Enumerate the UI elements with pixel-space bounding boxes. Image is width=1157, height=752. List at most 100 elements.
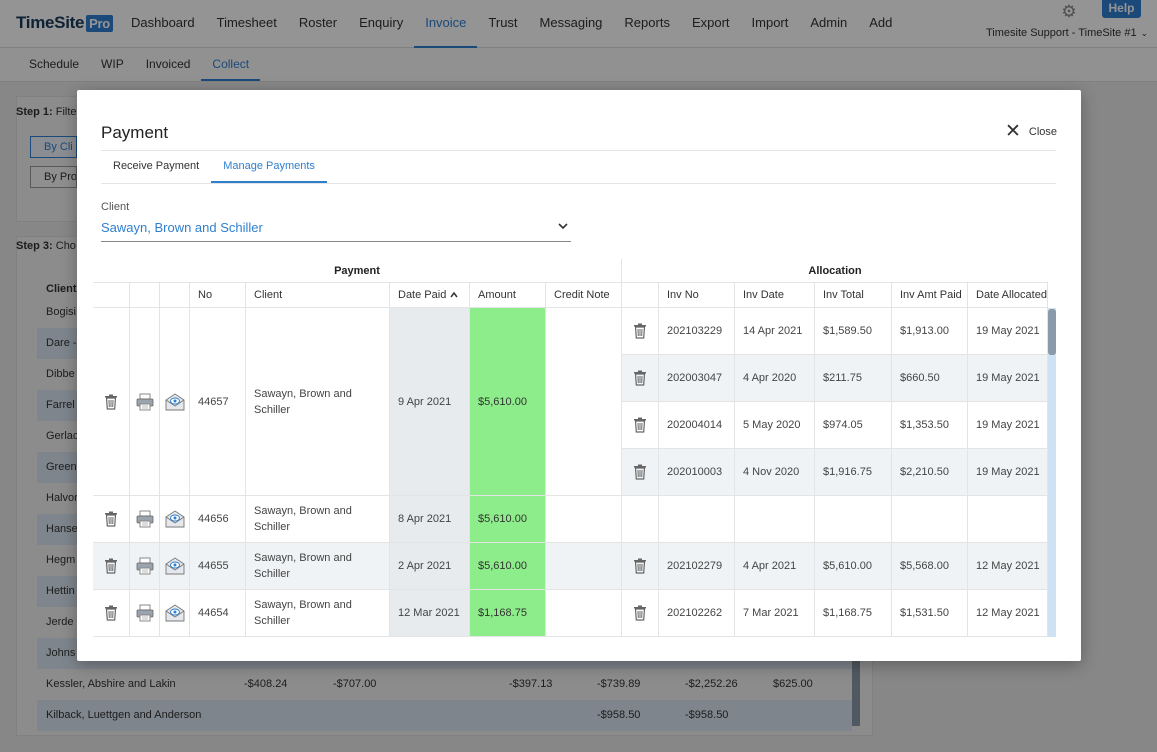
allocation-date-allocated: 19 May 2021 <box>968 402 1048 449</box>
email-payment-button[interactable] <box>160 496 190 543</box>
background-scrollbar[interactable] <box>852 660 860 726</box>
allocation-inv-total: $211.75 <box>815 355 892 402</box>
client-name: Hettin <box>46 585 75 597</box>
delete-payment-button[interactable] <box>93 590 130 637</box>
email-payment-button[interactable] <box>160 590 190 637</box>
email-payment-icon <box>165 392 184 410</box>
delete-payment-button[interactable] <box>93 308 130 496</box>
table-row[interactable]: Dibbe <box>37 359 852 390</box>
email-payment-button[interactable] <box>160 543 190 590</box>
column-header-client[interactable]: Client <box>246 283 390 308</box>
print-payment-button[interactable] <box>130 543 160 590</box>
column-header-date-allocated[interactable]: Date Allocated <box>968 283 1048 308</box>
delete-allocation-button[interactable] <box>622 355 659 402</box>
delete-allocation-button[interactable] <box>622 543 659 590</box>
email-payment-button[interactable] <box>160 308 190 496</box>
allocation-inv-total-text: $974.05 <box>823 419 863 431</box>
cell-value: -$2,252.26 <box>685 678 738 690</box>
table-row[interactable]: Hegm <box>37 545 852 576</box>
table-scrollbar-track[interactable] <box>1048 308 1056 637</box>
allocation-inv-date-text: 4 Nov 2020 <box>743 466 800 478</box>
table-row[interactable]: Kilback, Luettgen and Anderson -$958.50 … <box>37 700 852 731</box>
subnav-item-schedule[interactable]: Schedule <box>29 57 80 71</box>
column-header-inv-amt-paid[interactable]: Inv Amt Paid <box>892 283 968 308</box>
gear-icon[interactable]: ⚙ <box>1061 2 1077 21</box>
subnav-item-wip[interactable]: WIP <box>101 57 124 71</box>
allocation-inv-amt-paid: $660.50 <box>892 355 968 402</box>
print-payment-button[interactable] <box>130 590 160 637</box>
app-logo[interactable]: TimeSite Pro <box>16 13 113 33</box>
cell-value: -$739.89 <box>597 678 641 690</box>
column-header-amount[interactable]: Amount <box>470 283 546 308</box>
print-payment-icon <box>136 604 153 622</box>
table-row[interactable]: Kessler, Abshire and Lakin -$408.24 -$70… <box>37 669 852 700</box>
delete-payment-button[interactable] <box>93 496 130 543</box>
close-button[interactable]: ✕ Close <box>1005 121 1057 142</box>
payment-client-text: Sawayn, Brown and Schiller <box>254 505 352 533</box>
column-header-date-paid[interactable]: Date Paid <box>390 283 470 308</box>
column-header-no[interactable]: No <box>190 283 246 308</box>
allocation-date-allocated: 19 May 2021 <box>968 355 1048 402</box>
nav-item-invoice[interactable]: Invoice <box>414 0 478 48</box>
subnav-item-collect[interactable]: Collect <box>201 48 261 81</box>
allocation-inv-date-text: 4 Apr 2020 <box>743 372 797 384</box>
cell-value: -$408.24 <box>244 678 288 690</box>
table-row[interactable]: Gerlac <box>37 421 852 452</box>
table-row[interactable]: Jerde <box>37 607 852 638</box>
nav-item-import[interactable]: Import <box>751 15 789 30</box>
allocation-date-allocated-text: 19 May 2021 <box>976 419 1040 431</box>
table-row[interactable]: Bogisi <box>37 297 852 328</box>
delete-allocation-button[interactable] <box>622 449 659 496</box>
subnav-item-invoiced[interactable]: Invoiced <box>145 57 191 71</box>
table-scrollbar-thumb[interactable] <box>1048 309 1056 355</box>
nav-item-export[interactable]: Export <box>691 15 730 30</box>
column-header-inv-total[interactable]: Inv Total <box>815 283 892 308</box>
payment-no-text: 44655 <box>198 560 229 572</box>
user-menu[interactable]: Timesite Support - TimeSite #1 ⌄ <box>986 27 1148 39</box>
client-name: Kessler, Abshire and Lakin <box>46 678 176 690</box>
tab-receive-payment[interactable]: Receive Payment <box>113 160 200 172</box>
nav-item-dashboard[interactable]: Dashboard <box>131 15 195 30</box>
cell-value: $625.00 <box>773 678 813 690</box>
nav-item-timesheet[interactable]: Timesheet <box>216 15 277 30</box>
nav-item-enquiry[interactable]: Enquiry <box>359 15 404 30</box>
allocation-inv-date: 5 May 2020 <box>735 402 815 449</box>
print-payment-icon <box>136 557 153 575</box>
delete-allocation-button[interactable] <box>622 590 659 637</box>
nav-item-messaging[interactable]: Messaging <box>539 15 603 30</box>
delete-allocation-icon <box>634 558 646 574</box>
delete-payment-button[interactable] <box>93 543 130 590</box>
column-header-inv-date[interactable]: Inv Date <box>735 283 815 308</box>
allocation-inv-date: 4 Apr 2021 <box>735 543 815 590</box>
payment-client: Sawayn, Brown and Schiller <box>246 496 390 543</box>
delete-allocation-button[interactable] <box>622 402 659 449</box>
tab-manage-payments[interactable]: Manage Payments <box>211 151 327 183</box>
nav-item-reports[interactable]: Reports <box>624 15 670 30</box>
nav-item-add[interactable]: Add <box>869 15 893 30</box>
allocation-inv-no-text: 202003047 <box>667 372 723 384</box>
payment-client: Sawayn, Brown and Schiller <box>246 543 390 590</box>
by-client-button[interactable]: By Cli <box>30 136 77 158</box>
nav-item-trust[interactable]: Trust <box>488 15 518 30</box>
close-icon: ✕ <box>1005 121 1021 142</box>
allocation-date-allocated-text: 19 May 2021 <box>976 325 1040 337</box>
column-header-inv-no[interactable]: Inv No <box>659 283 735 308</box>
delete-allocation-icon <box>634 464 646 480</box>
print-payment-icon <box>136 393 153 410</box>
table-row[interactable]: Halvor <box>37 483 852 514</box>
client-select[interactable]: Sawayn, Brown and Schiller <box>101 218 571 242</box>
column-header-credit-note[interactable]: Credit Note <box>546 283 622 308</box>
payment-no: 44657 <box>190 308 246 496</box>
help-button[interactable]: Help <box>1102 0 1141 18</box>
print-payment-button[interactable] <box>130 496 160 543</box>
cell-value: -$958.50 <box>685 709 729 721</box>
allocation-inv-total-text: $1,589.50 <box>823 325 872 337</box>
payment-no-text: 44654 <box>198 607 229 619</box>
delete-allocation-button[interactable] <box>622 308 659 355</box>
nav-item-admin[interactable]: Admin <box>810 15 848 30</box>
client-name: Halvor <box>46 492 78 504</box>
print-payment-button[interactable] <box>130 308 160 496</box>
payment-amount: $5,610.00 <box>470 496 546 543</box>
nav-item-roster[interactable]: Roster <box>298 15 338 30</box>
by-project-button[interactable]: By Pro <box>30 166 77 188</box>
